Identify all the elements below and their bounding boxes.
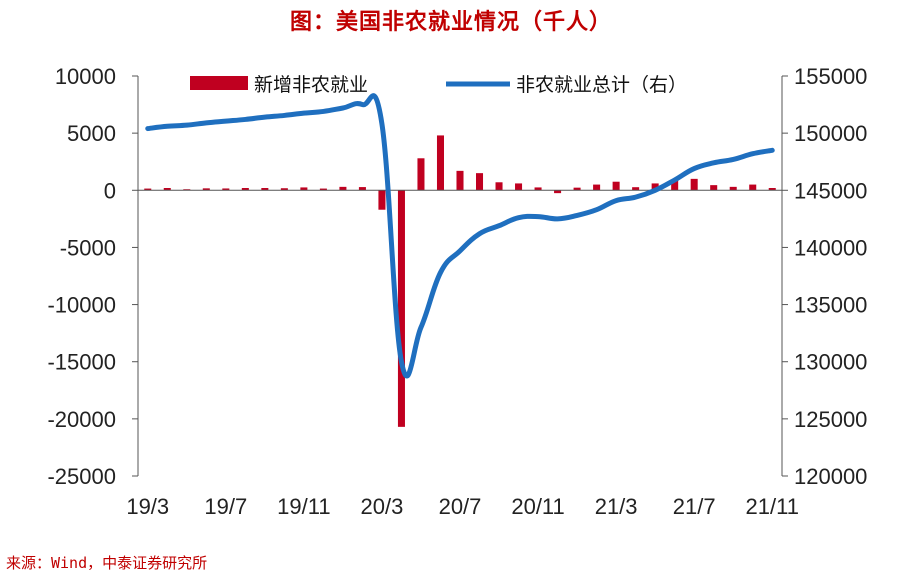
chart-title: 图：美国非农就业情况（千人） [289,9,612,35]
line-total-nonfarm [145,93,775,379]
left-axis-tick-label: 5000 [67,121,116,146]
left-axis-tick-label: -5000 [60,235,116,260]
bar-new-nonfarm [319,188,327,191]
left-axis-tick-label: 10000 [55,64,116,89]
bar-new-nonfarm [554,190,562,194]
bar-new-nonfarm [534,187,542,191]
bar-new-nonfarm [749,184,757,191]
bar-new-nonfarm [476,173,484,191]
left-axis-tick-label: -15000 [47,350,116,375]
legend-bar-swatch [190,76,248,90]
x-axis-tick-label: 21/11 [746,494,799,519]
bar-new-nonfarm [456,170,464,191]
left-axis-tick-label: 0 [104,178,116,203]
right-axis-tick-label: 120000 [794,464,867,489]
x-axis-tick-label: 20/7 [439,494,482,519]
x-axis-tick-label: 21/3 [595,494,638,519]
bar-new-nonfarm [573,187,581,191]
bar-new-nonfarm [710,185,718,191]
right-axis-tick-label: 140000 [794,235,867,260]
bar-new-nonfarm [183,189,191,191]
bar-new-nonfarm [397,190,405,427]
bar-new-nonfarm [300,187,308,191]
bar-new-nonfarm [417,158,425,191]
x-axis-tick-label: 19/11 [277,494,330,519]
x-axis-tick-label: 19/7 [204,494,247,519]
left-axis-tick-label: -10000 [47,293,116,318]
x-axis-tick-label: 20/11 [511,494,564,519]
bar-new-nonfarm [651,183,659,191]
bar-new-nonfarm [202,188,210,191]
bar-new-nonfarm [378,190,386,210]
x-axis-tick-label: 19/3 [126,494,169,519]
right-axis-tick-label: 125000 [794,407,867,432]
right-axis-tick-label: 155000 [794,64,867,89]
legend-bar-label: 新增非农就业 [254,74,368,96]
bar-new-nonfarm [163,188,171,191]
right-axis-tick-label: 145000 [794,178,867,203]
bar-new-nonfarm [495,182,503,191]
bar-new-nonfarm [768,188,776,191]
bar-new-nonfarm [339,186,347,191]
bar-new-nonfarm [358,187,366,191]
bar-new-nonfarm [280,188,288,191]
right-axis-tick-label: 130000 [794,350,867,375]
bar-new-nonfarm [671,180,679,191]
bar-new-nonfarm [612,181,620,191]
bar-new-nonfarm [222,188,230,191]
left-axis-tick-label: -25000 [47,464,116,489]
bar-new-nonfarm [690,178,698,191]
x-axis-tick-label: 20/3 [361,494,404,519]
bar-new-nonfarm [632,187,640,191]
bar-new-nonfarm [729,186,737,191]
bar-new-nonfarm [593,184,601,191]
right-axis-tick-label: 150000 [794,121,867,146]
bar-new-nonfarm [436,135,444,191]
bar-new-nonfarm [144,188,152,191]
bar-new-nonfarm [515,183,523,191]
bar-new-nonfarm [261,188,269,191]
legend-line-label: 非农就业总计（右） [516,74,687,96]
bar-new-nonfarm [241,188,249,191]
x-axis-tick-label: 21/7 [673,494,716,519]
source-note: 来源：Wind，中泰证券研究所 [6,554,208,572]
right-axis-tick-label: 135000 [794,293,867,318]
left-axis-tick-label: -20000 [47,407,116,432]
